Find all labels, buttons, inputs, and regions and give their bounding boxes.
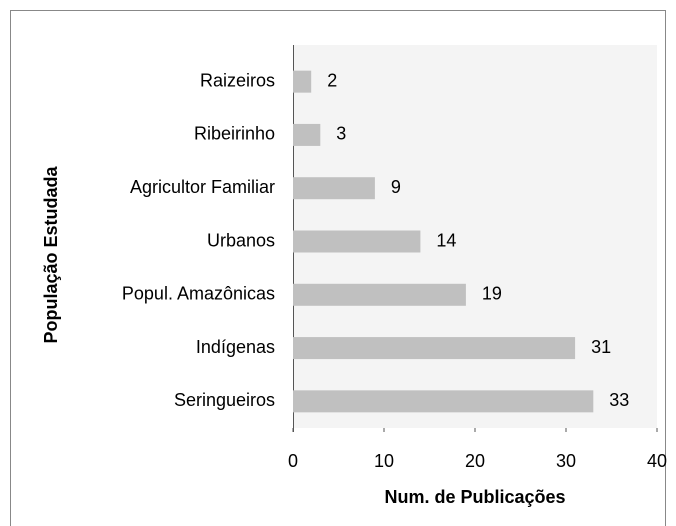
y-tick-label: Urbanos (207, 230, 275, 250)
x-tick-label: 40 (647, 451, 667, 471)
data-label: 33 (609, 390, 629, 410)
bar (293, 390, 594, 413)
bar (293, 283, 466, 306)
y-tick-label: Popul. Amazônicas (122, 284, 275, 304)
x-axis-label: Num. de Publicações (384, 487, 565, 507)
y-tick-label: Ribeirinho (194, 124, 275, 144)
bar (293, 70, 312, 93)
x-tick-label: 0 (288, 451, 298, 471)
y-tick-label: Raizeiros (200, 70, 275, 90)
bar (293, 337, 576, 360)
x-tick-label: 20 (465, 451, 485, 471)
data-label: 31 (591, 337, 611, 357)
bar (293, 177, 375, 200)
bar (293, 123, 321, 146)
data-label: 9 (391, 177, 401, 197)
data-label: 3 (336, 124, 346, 144)
data-label: 2 (327, 70, 337, 90)
data-label: 19 (482, 284, 502, 304)
x-tick-label: 30 (556, 451, 576, 471)
data-label: 14 (436, 230, 456, 250)
y-tick-label: Seringueiros (174, 390, 275, 410)
x-tick-label: 10 (374, 451, 394, 471)
bar (293, 230, 421, 253)
y-axis-label: População Estudada (41, 165, 61, 343)
y-tick-label: Indígenas (196, 337, 275, 357)
y-tick-label: Agricultor Familiar (130, 177, 275, 197)
